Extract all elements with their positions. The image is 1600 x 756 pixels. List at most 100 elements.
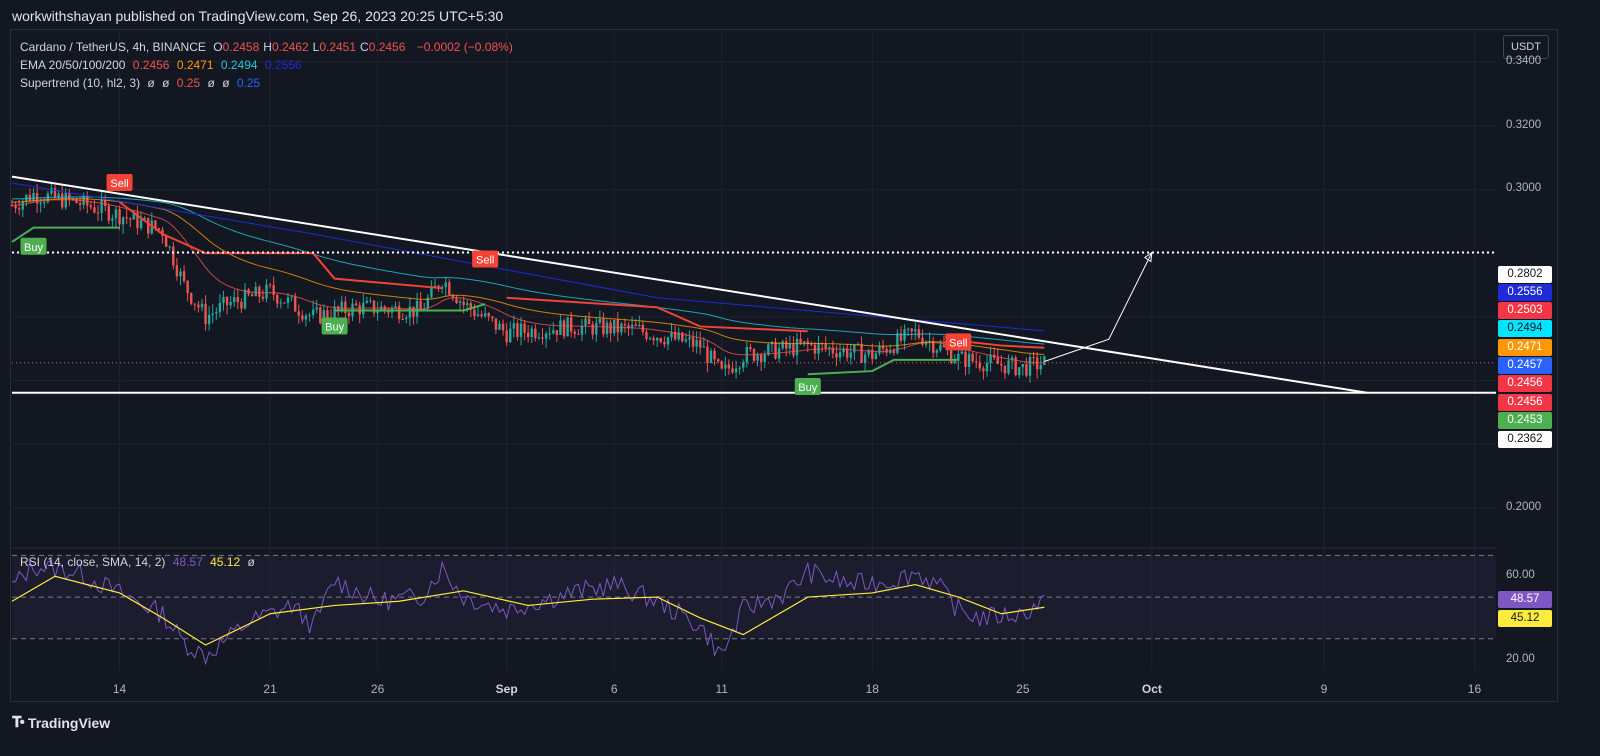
candle-body	[308, 314, 311, 316]
legend-supertrend-label: Supertrend (10, hl2, 3)	[20, 76, 141, 90]
rsi-line	[11, 559, 1045, 666]
signal-text: Sell	[110, 178, 128, 190]
candle-body	[971, 353, 974, 362]
legend-ema50-value: 0.2471	[176, 58, 214, 72]
currency-button[interactable]: USDT	[1503, 35, 1549, 59]
candle-body	[699, 339, 702, 348]
candle-body	[279, 302, 283, 304]
candle-body	[293, 296, 297, 312]
candle-body	[924, 342, 928, 345]
candle-body	[720, 361, 723, 369]
candle-body	[756, 354, 759, 361]
candle-body	[957, 353, 960, 361]
candle-body	[412, 306, 415, 317]
legend-supertrend-row: Supertrend (10, hl2, 3) ø ø 0.25 ø ø 0.2…	[20, 76, 264, 90]
candle-body	[587, 318, 591, 325]
projection-arrow[interactable]	[1044, 252, 1153, 362]
candle-body	[906, 328, 910, 330]
candle-body	[483, 313, 487, 317]
legend-supertrend-value-3: 0.25	[176, 76, 201, 90]
sell-signal-label: Sell	[106, 174, 133, 191]
candle-body	[333, 306, 336, 320]
candle-body	[985, 362, 989, 372]
legend-ohlc-key: L	[312, 40, 320, 54]
candle-body	[419, 300, 422, 310]
legend-ema-row: EMA 20/50/100/200 0.2456 0.2471 0.2494 0…	[20, 58, 306, 72]
candle-body	[519, 323, 523, 337]
candle-body	[215, 312, 218, 314]
candle-body	[1018, 367, 1021, 376]
candle-body	[702, 346, 706, 348]
candle-body	[304, 315, 308, 320]
time-axis-label: Oct	[1141, 682, 1162, 696]
candle-body	[78, 203, 82, 205]
candle-body	[448, 282, 451, 295]
candle-body	[996, 357, 999, 364]
candle-body	[473, 309, 476, 316]
legend-ema20-value: 0.2456	[132, 58, 170, 72]
candle-body	[910, 328, 913, 332]
candle-body	[423, 308, 426, 310]
candle-body	[806, 341, 809, 345]
tradingview-logo: 𝐓• TradingView	[12, 714, 110, 731]
legend-ohlc-key: H	[263, 40, 272, 54]
candle-body	[831, 347, 835, 354]
legend-ohlc-value: 0.2456	[368, 40, 406, 54]
candle-body	[1021, 364, 1025, 368]
candle-body	[914, 329, 917, 332]
candle-body	[555, 330, 559, 335]
rsi-tag: 48.57	[1498, 591, 1552, 608]
ema200-line	[11, 182, 1045, 332]
candle-body	[276, 295, 279, 304]
price-axis-label: 0.3000	[1506, 182, 1542, 195]
candle-body	[975, 361, 978, 363]
candle-body	[795, 338, 799, 356]
candle-body	[863, 354, 867, 363]
legend-ohlc-key: C	[360, 40, 369, 54]
candle-body	[838, 352, 842, 358]
descending-trendline[interactable]	[11, 175, 1368, 394]
candle-body	[1032, 357, 1035, 359]
candle-body	[860, 343, 863, 363]
candle-body	[462, 301, 465, 305]
candle-body	[498, 323, 501, 330]
chart-frame	[10, 29, 1558, 702]
legend-rsi-row: RSI (14, close, SMA, 14, 2) 48.57 45.12 …	[20, 555, 259, 569]
candle-body	[548, 333, 551, 335]
candle-body	[666, 337, 670, 345]
supertrend-up-line	[334, 303, 486, 312]
time-axis-label: 6	[610, 682, 618, 696]
candle-body	[405, 317, 408, 320]
candle-body	[240, 302, 243, 309]
time-axis-label: 18	[865, 682, 879, 696]
candle-body	[430, 285, 433, 298]
candle-body	[512, 323, 516, 329]
candle-body	[634, 324, 637, 327]
candle-body	[523, 323, 526, 333]
candle-body	[172, 246, 175, 266]
candle-body	[236, 297, 240, 303]
price-axis-label: 0.3200	[1506, 118, 1542, 131]
legend-symbol: Cardano / TetherUS, 4h, BINANCE	[20, 40, 206, 54]
candle-body	[129, 218, 132, 220]
candle-body	[706, 346, 709, 363]
candle-body	[1039, 365, 1042, 370]
supertrend-up-line	[807, 358, 959, 376]
price-tag: 0.2802	[1498, 266, 1552, 283]
candle-body	[458, 301, 462, 304]
sell-signal-label: Sell	[945, 333, 972, 351]
candle-body	[509, 328, 512, 343]
candle-body	[595, 322, 598, 335]
candle-body	[21, 201, 24, 210]
candle-body	[179, 271, 182, 277]
candle-body	[60, 193, 64, 208]
candle-body	[569, 317, 573, 332]
candle-body	[1003, 365, 1007, 374]
legend-rsi-extra-value: ø	[247, 555, 255, 569]
price-axis-label: 0.2000	[1506, 501, 1542, 514]
candle-body	[516, 323, 519, 337]
candle-body	[935, 350, 939, 353]
candle-body	[774, 341, 777, 359]
candle-body	[254, 286, 257, 297]
